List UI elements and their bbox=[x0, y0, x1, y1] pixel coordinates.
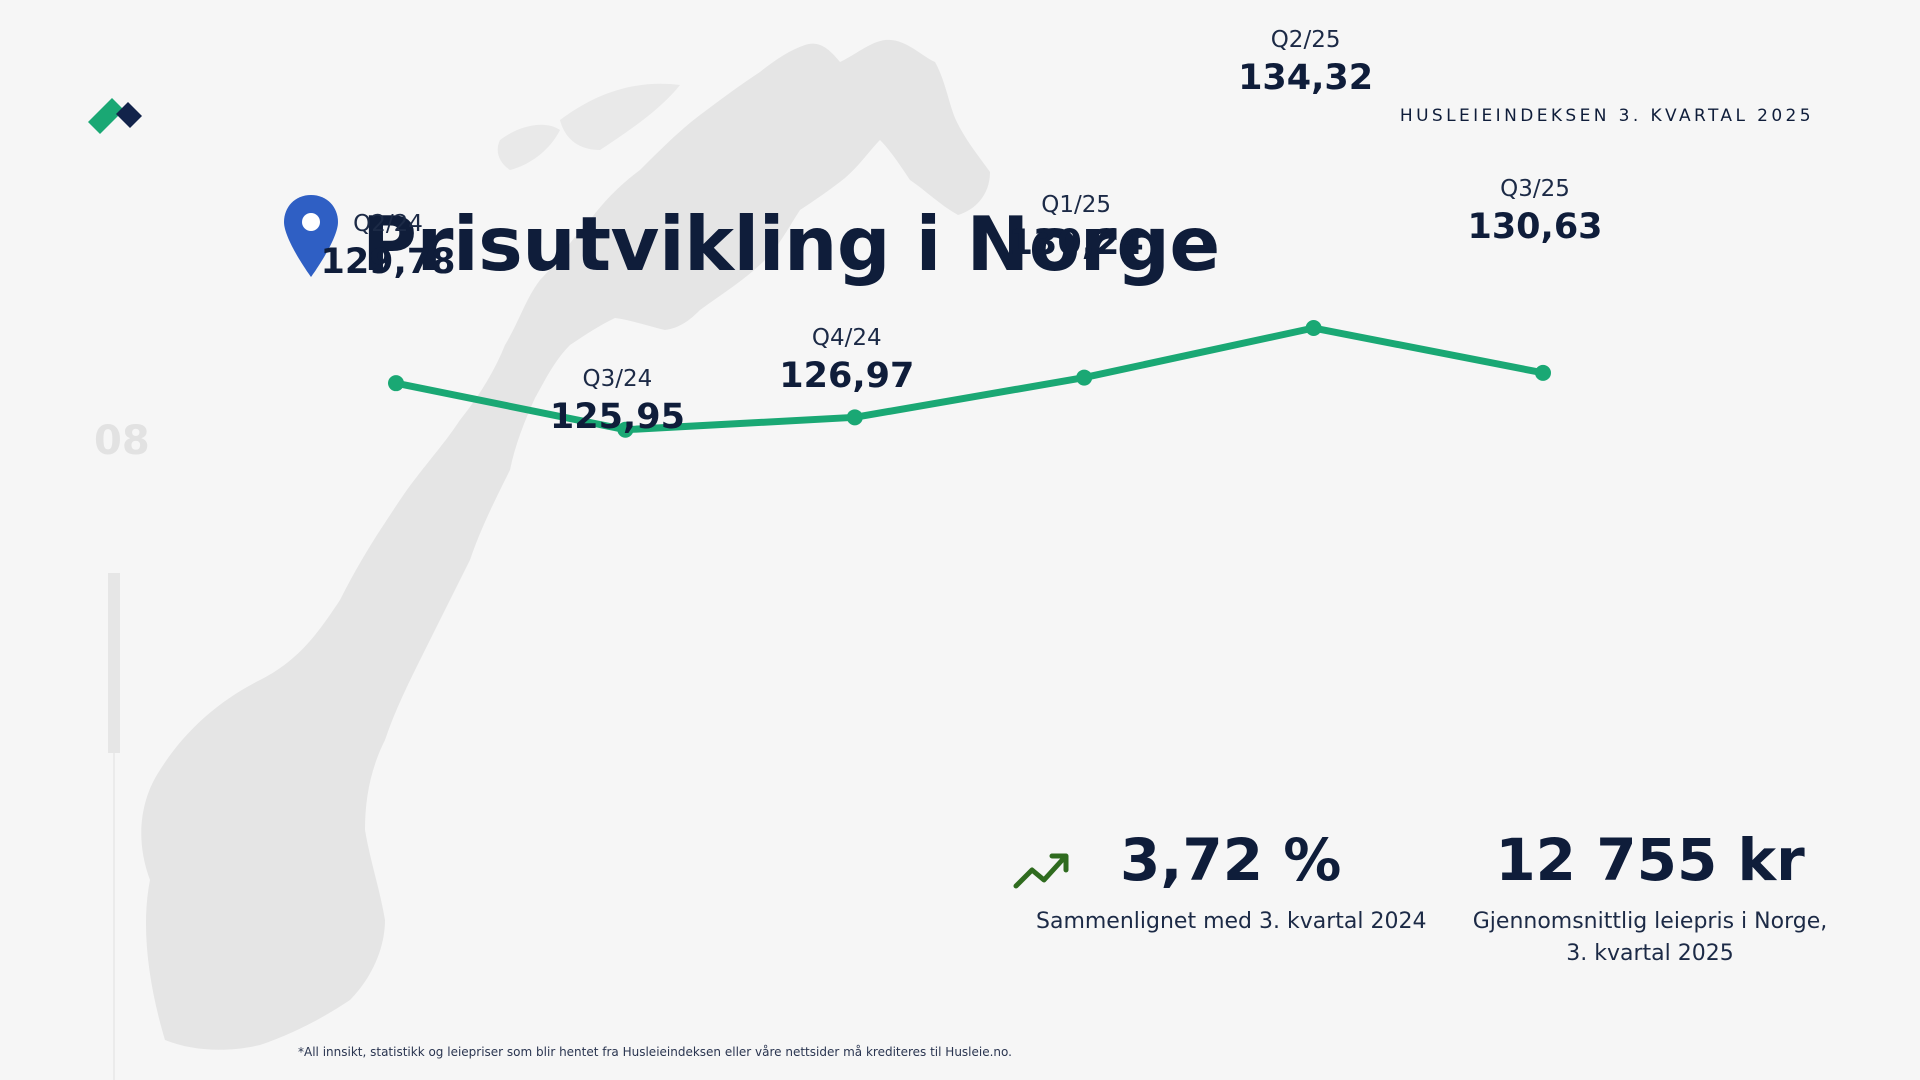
chart-label-Q4/24: Q4/24 126,97 bbox=[747, 323, 947, 399]
chart-point-Q1/25 bbox=[1076, 369, 1093, 386]
chart-tick-label: Q2/24 bbox=[353, 210, 423, 237]
page-number: 08 bbox=[94, 418, 150, 464]
side-progress-bar bbox=[108, 573, 120, 753]
chart-label-Q1/25: Q1/25 130,24 bbox=[976, 190, 1176, 266]
husleie-logo-icon bbox=[88, 98, 142, 134]
location-pin-icon bbox=[284, 195, 338, 277]
chart-point-Q2/24 bbox=[388, 375, 404, 392]
chart-tick-label: Q2/25 bbox=[1270, 27, 1341, 54]
chart-point-Q3/24 bbox=[617, 421, 634, 438]
page-title: Prisutvikling i Norge bbox=[362, 200, 1220, 288]
growth-caption: Sammenlignet med 3. kvartal 2024 bbox=[1036, 909, 1427, 934]
growth-percentage: 3,72 % bbox=[1120, 826, 1342, 894]
chart-tick-label: Q3/25 bbox=[1500, 176, 1570, 203]
chart-point-Q2/25 bbox=[1305, 320, 1322, 337]
trending-up-icon bbox=[1013, 853, 1069, 889]
report-title: HUSLEIEINDEKSEN 3. KVARTAL 2025 bbox=[1399, 106, 1814, 126]
chart-label-Q3/24: Q3/24 125,95 bbox=[517, 364, 717, 440]
chart-data-label: 134,32 bbox=[1238, 58, 1374, 99]
chart-point-Q3/25 bbox=[1535, 364, 1551, 381]
side-divider bbox=[113, 753, 115, 1080]
average-rent-caption: Gjennomsnittlig leiepris i Norge, 3. kva… bbox=[1460, 906, 1840, 970]
chart-label-Q2/25: Q2/25 134,32 bbox=[1206, 25, 1406, 101]
price-series-line bbox=[392, 324, 1547, 434]
average-rent-value: 12 755 kr bbox=[1495, 826, 1805, 894]
average-rent-caption-line2: 3. kvartal 2025 bbox=[1566, 941, 1734, 966]
chart-tick-label: Q1/25 bbox=[1041, 192, 1112, 219]
chart-data-label: 130,63 bbox=[1467, 207, 1603, 248]
footnote: *All innsikt, statistikk og leiepriser s… bbox=[298, 1045, 1012, 1059]
chart-data-label: 130,24 bbox=[1008, 223, 1144, 264]
chart-point-Q4/24 bbox=[846, 409, 863, 426]
chart-data-label: 129,78 bbox=[320, 241, 456, 282]
chart-data-label: 125,95 bbox=[549, 397, 685, 438]
average-rent-caption-line1: Gjennomsnittlig leiepris i Norge, bbox=[1472, 909, 1828, 934]
chart-label-Q2/24: Q2/24 129,78 bbox=[288, 209, 488, 285]
chart-tick-label: Q4/24 bbox=[811, 324, 882, 351]
chart-label-Q3/25: Q3/25 130,63 bbox=[1435, 174, 1635, 250]
chart-tick-label: Q3/24 bbox=[582, 366, 653, 393]
chart-data-label: 126,97 bbox=[779, 355, 915, 396]
